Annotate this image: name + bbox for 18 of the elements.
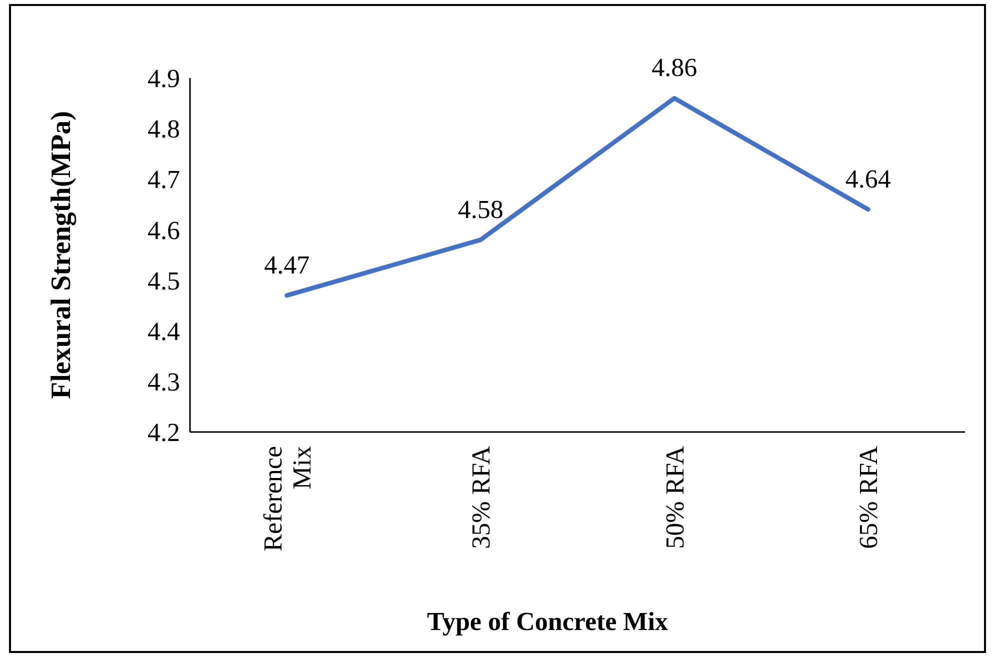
y-tick-label: 4.2 (148, 418, 180, 448)
x-tick-label: 35% RFA (466, 446, 496, 549)
x-tick-label: 65% RFA (854, 446, 884, 549)
y-axis-title: Flexural Strength(MPa) (46, 111, 77, 399)
y-tick-label: 4.4 (148, 316, 180, 346)
data-label: 4.86 (652, 53, 698, 82)
y-tick-label: 4.8 (148, 114, 180, 144)
data-label: 4.58 (458, 194, 504, 224)
y-tick-label: 4.9 (148, 64, 180, 94)
x-axis-title: Type of Concrete Mix (427, 607, 668, 636)
y-tick-label: 4.3 (148, 368, 180, 397)
data-label: 4.47 (264, 250, 310, 280)
data-label: 4.64 (845, 164, 891, 194)
y-tick-label: 4.7 (148, 165, 180, 194)
x-tick-label: 50% RFA (660, 446, 690, 549)
y-tick-label: 4.6 (148, 216, 180, 245)
x-tick-label: Reference Mix (258, 446, 316, 552)
y-tick-label: 4.5 (148, 266, 180, 296)
